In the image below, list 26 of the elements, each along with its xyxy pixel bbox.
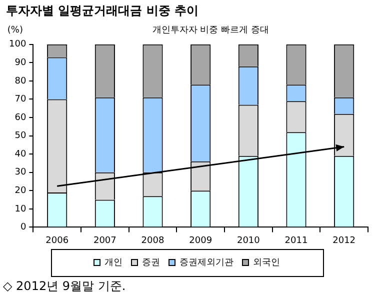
y-tick-label: 10 (14, 204, 26, 214)
y-tick-label: 90 (14, 58, 26, 68)
y-tick-label: 30 (14, 168, 26, 178)
x-tick-label: 2007 (93, 236, 116, 246)
x-tick-label: 2006 (46, 236, 69, 246)
legend-label: 증권 (142, 258, 160, 268)
y-tick-label: 0 (20, 222, 26, 233)
x-tick-label: 2010 (236, 236, 260, 246)
y-tick-label: 60 (14, 112, 26, 123)
y-tick-label: 50 (14, 131, 26, 142)
y-tick-label: 100 (8, 40, 26, 50)
x-tick-label: 2008 (141, 236, 164, 246)
x-tick-label: 2012 (332, 236, 356, 246)
y-axis-title: (%) (7, 26, 23, 36)
y-tick-label: 20 (14, 186, 26, 196)
legend-label: 개인 (104, 258, 122, 268)
text: 개인투자자 비중 빠르게 증대 (152, 26, 269, 36)
x-tick-label: 2011 (284, 236, 308, 246)
text: ◇ 2012년 9월말 기준. (3, 279, 126, 294)
x-tick-label: 2009 (189, 236, 212, 246)
y-tick-label: 40 (14, 149, 26, 160)
legend-label: 외국인 (253, 258, 280, 268)
legend-label: 증권제외기관 (180, 258, 234, 268)
y-tick-label: 80 (14, 76, 26, 86)
chart-title: 투자자별 일평균거래대금 비중 추이 (6, 3, 199, 18)
y-tick-label: 70 (14, 94, 26, 105)
